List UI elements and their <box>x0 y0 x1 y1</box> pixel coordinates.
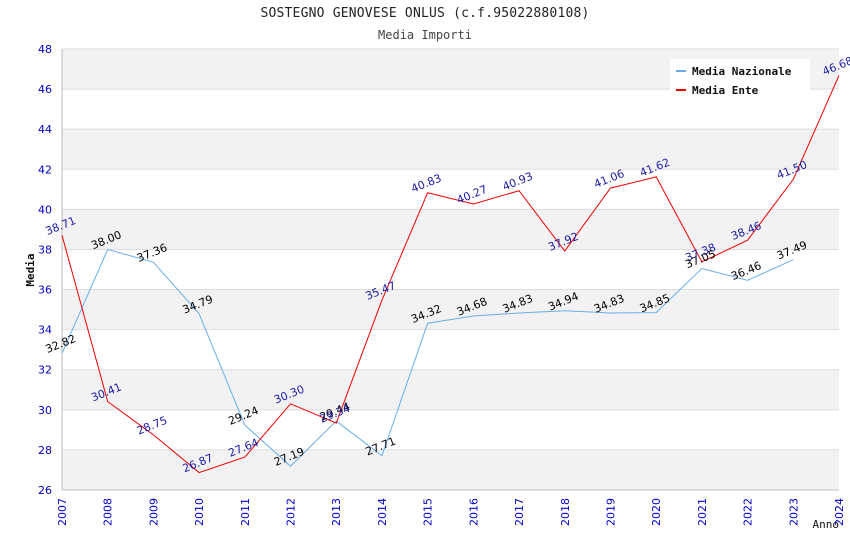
y-tick-label: 30 <box>38 404 52 417</box>
background-bands <box>62 49 839 490</box>
x-tick-label: 2015 <box>422 498 435 526</box>
legend-item-media-nazionale: Media Nazionale <box>676 63 791 79</box>
chart-subtitle: Media Importi <box>378 28 472 42</box>
legend-swatch-media-nazionale <box>676 70 686 72</box>
x-tick-labels: 2007 2008 2009 2010 2011 2012 2013 2014 2015 2016… <box>56 498 846 526</box>
series-line-media-ente <box>61 75 840 474</box>
y-tick-label: 40 <box>38 203 52 216</box>
y-axis-label: Media <box>24 253 37 286</box>
x-tick-label: 2024 <box>833 498 846 526</box>
x-tick-label: 2013 <box>330 498 343 526</box>
x-tick-label: 2012 <box>285 498 298 526</box>
background-band <box>62 249 839 290</box>
background-band <box>62 409 839 450</box>
x-tick-label: 2019 <box>604 498 617 526</box>
background-band <box>62 369 839 410</box>
y-tick-label: 48 <box>38 43 52 56</box>
x-tick-label: 2018 <box>559 498 572 526</box>
y-tick-label: 38 <box>38 243 52 256</box>
x-tick-label: 2007 <box>56 498 69 526</box>
background-band <box>62 209 839 250</box>
y-tick-labels: 26 28 30 32 34 36 38 40 42 44 46 48 <box>38 43 52 497</box>
x-tick-label: 2009 <box>147 498 160 526</box>
y-tick-label: 32 <box>38 364 52 377</box>
x-tick-label: 2022 <box>742 498 755 526</box>
x-tick-label: 2008 <box>102 498 115 526</box>
legend-label-media-ente: Media Ente <box>692 83 759 97</box>
background-band <box>62 129 839 170</box>
background-band <box>62 329 839 370</box>
y-tick-label: 28 <box>38 444 52 457</box>
legend-swatch-media-ente <box>676 89 686 91</box>
x-tick-label: 2011 <box>239 498 252 526</box>
background-band <box>62 449 839 490</box>
x-tick-label: 2020 <box>650 498 663 526</box>
legend-item-media-ente: Media Ente <box>676 82 758 98</box>
x-tick-label: 2017 <box>513 498 526 526</box>
chart-legend: Media Nazionale Media Ente <box>670 59 810 101</box>
x-tick-label: 2010 <box>193 498 206 526</box>
y-tick-label: 42 <box>38 163 52 176</box>
background-band <box>62 289 839 330</box>
x-tick-label: 2023 <box>787 498 800 526</box>
background-band <box>62 169 839 210</box>
y-tick-label: 34 <box>38 324 52 337</box>
y-tick-label: 26 <box>38 484 52 497</box>
y-tick-label: 44 <box>38 123 52 136</box>
chart-title: SOSTEGNO GENOVESE ONLUS (c.f.95022880108… <box>260 6 590 21</box>
y-tick-label: 46 <box>38 83 52 96</box>
y-tick-label: 36 <box>38 284 52 297</box>
x-tick-label: 2014 <box>376 498 389 526</box>
x-tick-label: 2021 <box>696 498 709 526</box>
legend-label-media-nazionale: Media Nazionale <box>692 64 792 78</box>
x-axis-label: Anno <box>813 518 840 531</box>
x-tick-label: 2016 <box>467 498 480 526</box>
series-line-media-nazionale <box>61 248 794 467</box>
